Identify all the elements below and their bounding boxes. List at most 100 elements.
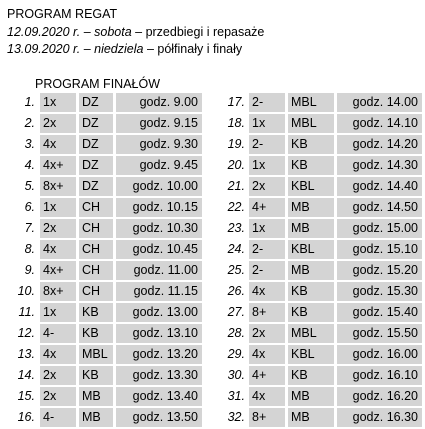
boat-class: 8x+ [40, 282, 76, 301]
boat-class: 2x [40, 387, 76, 406]
saturday-dash: – [131, 25, 146, 39]
saturday-separator: – [80, 25, 95, 39]
boat-class: 8+ [249, 408, 285, 427]
start-time: godz. 11.00 [116, 261, 202, 280]
start-time: godz. 9.30 [116, 135, 202, 154]
crew-category: MB [288, 198, 334, 217]
start-time: godz. 13.00 [116, 303, 202, 322]
boat-class: 1x [40, 198, 76, 217]
start-time: godz. 13.40 [116, 387, 202, 406]
final-number: 23. [227, 221, 245, 235]
crew-category: CH [79, 240, 113, 259]
start-time: godz. 15.30 [337, 282, 422, 301]
final-number: 21. [227, 179, 245, 193]
boat-class: 2- [249, 240, 285, 259]
start-time: godz. 16.30 [337, 408, 422, 427]
boat-class: 4- [40, 408, 76, 427]
final-number: 16. [17, 410, 35, 424]
final-number: 28. [227, 326, 245, 340]
saturday-description: przedbiegi i repasaże [145, 25, 265, 39]
start-time: godz. 15.00 [337, 219, 422, 238]
start-time: godz. 15.20 [337, 261, 422, 280]
crew-category: KBL [288, 177, 334, 196]
crew-category: CH [79, 219, 113, 238]
boat-class: 1x [40, 93, 76, 112]
crew-category: KB [79, 324, 113, 343]
start-time: godz. 13.10 [116, 324, 202, 343]
final-number: 7. [24, 221, 35, 235]
page: { "header": { "title": "PROGRAM REGAT", … [7, 7, 422, 427]
crew-category: MB [79, 387, 113, 406]
final-number: 14. [17, 368, 35, 382]
boat-class: 2x [40, 219, 76, 238]
final-number: 29. [227, 347, 245, 361]
final-number: 6. [24, 200, 35, 214]
crew-category: MB [288, 387, 334, 406]
boat-class: 4x+ [40, 261, 76, 280]
final-number: 13. [17, 347, 35, 361]
final-number: 10. [17, 284, 35, 298]
crew-category: KB [288, 135, 334, 154]
start-time: godz. 15.40 [337, 303, 422, 322]
start-time: godz. 14.40 [337, 177, 422, 196]
boat-class: 4x [40, 240, 76, 259]
final-number: 24. [227, 242, 245, 256]
boat-class: 1x [249, 156, 285, 175]
boat-class: 2x [249, 324, 285, 343]
sunday-separator: – [80, 42, 95, 56]
boat-class: 1x [40, 303, 76, 322]
start-time: godz. 16.00 [337, 345, 422, 364]
boat-class: 8+ [249, 303, 285, 322]
final-number: 22. [227, 200, 245, 214]
crew-category: DZ [79, 93, 113, 112]
boat-class: 4x [40, 345, 76, 364]
boat-class: 4- [40, 324, 76, 343]
crew-category: CH [79, 198, 113, 217]
start-time: godz. 15.10 [337, 240, 422, 259]
start-time: godz. 10.30 [116, 219, 202, 238]
boat-class: 8x+ [40, 177, 76, 196]
boat-class: 2x [40, 114, 76, 133]
boat-class: 4x [249, 282, 285, 301]
final-number: 1. [24, 95, 35, 109]
start-time: godz. 10.45 [116, 240, 202, 259]
boat-class: 4+ [249, 198, 285, 217]
boat-class: 4+ [249, 366, 285, 385]
crew-category: KB [288, 303, 334, 322]
schedule-line-sunday: 13.09.2020 r. – niedziela – półfinały i … [7, 41, 242, 57]
start-time: godz. 9.00 [116, 93, 202, 112]
boat-class: 2- [249, 261, 285, 280]
final-number: 25. [227, 263, 245, 277]
final-number: 3. [24, 137, 35, 151]
crew-category: MBL [288, 324, 334, 343]
crew-category: MB [79, 408, 113, 427]
crew-category: DZ [79, 135, 113, 154]
final-number: 27. [227, 305, 245, 319]
final-number: 26. [227, 284, 245, 298]
start-time: godz. 10.15 [116, 198, 202, 217]
boat-class: 4x+ [40, 156, 76, 175]
crew-category: DZ [79, 114, 113, 133]
start-time: godz. 14.30 [337, 156, 422, 175]
start-time: godz. 11.15 [116, 282, 202, 301]
start-time: godz. 13.20 [116, 345, 202, 364]
start-time: godz. 16.20 [337, 387, 422, 406]
crew-category: MB [288, 408, 334, 427]
crew-category: MBL [288, 114, 334, 133]
crew-category: KB [288, 282, 334, 301]
crew-category: KB [79, 303, 113, 322]
start-time: godz. 13.50 [116, 408, 202, 427]
start-time: godz. 9.15 [116, 114, 202, 133]
final-number: 8. [24, 242, 35, 256]
final-number: 9. [24, 263, 35, 277]
boat-class: 1x [249, 114, 285, 133]
start-time: godz. 9.45 [116, 156, 202, 175]
boat-class: 1x [249, 219, 285, 238]
start-time: godz. 14.00 [337, 93, 422, 112]
page-title: PROGRAM REGAT [7, 7, 118, 21]
final-number: 31. [227, 389, 245, 403]
final-number: 30. [227, 368, 245, 382]
sunday-day: niedziela [94, 42, 144, 56]
crew-category: KBL [288, 345, 334, 364]
crew-category: MB [288, 261, 334, 280]
